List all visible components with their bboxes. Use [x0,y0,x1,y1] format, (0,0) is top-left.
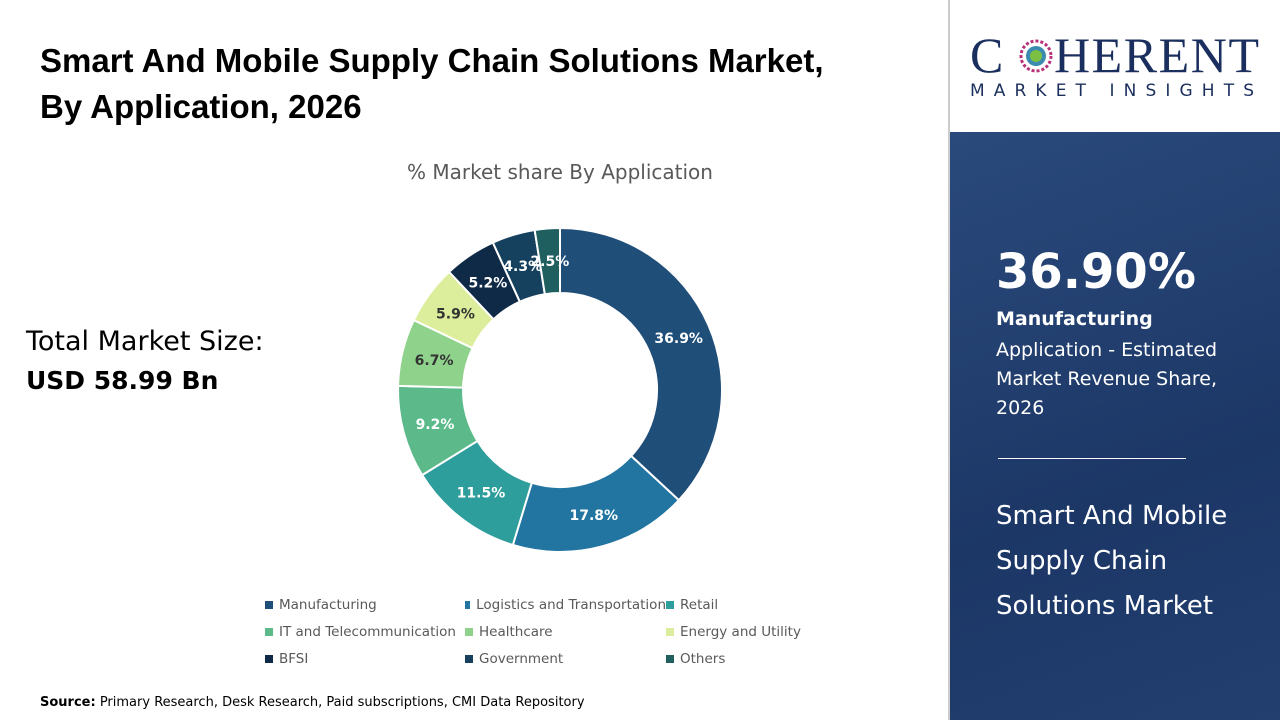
legend-item: Healthcare [465,623,666,640]
total-market-value: USD 58.99 Bn [26,366,219,395]
legend-label: Energy and Utility [680,623,801,640]
legend-label: IT and Telecommunication [279,623,456,640]
legend-swatch [465,654,473,663]
logo: C HERENT MARKET INSIGHTS [950,0,1280,132]
legend-swatch [465,627,473,636]
highlight-segment: Manufacturing [996,308,1153,330]
chart-area: Smart And Mobile Supply Chain Solutions … [26,0,950,720]
legend-label: Government [479,650,564,667]
source-text: Primary Research, Desk Research, Paid su… [95,695,585,710]
highlight-description: Application - Estimated Market Revenue S… [996,339,1218,419]
legend-item: Manufacturing [265,596,465,613]
legend-label: Retail [680,596,719,613]
legend-swatch [465,600,471,609]
highlight-panel: 36.90% Manufacturing Application - Estim… [950,132,1280,720]
legend-swatch [666,600,674,609]
legend-swatch [666,627,674,636]
page-title: Smart And Mobile Supply Chain Solutions … [40,42,824,125]
legend: Manufacturing Logistics and Transportatio… [265,596,816,667]
legend-swatch [265,600,273,609]
legend-item: Energy and Utility [666,623,816,640]
legend-swatch [666,654,674,663]
legend-swatch [265,654,273,663]
svg-text:MARKET INSIGHTS: MARKET INSIGHTS [970,81,1260,101]
legend-item: Retail [666,596,816,613]
legend-swatch [265,627,273,636]
highlight-percent: 36.90% [996,244,1196,300]
data-label: 5.2% [468,275,507,291]
legend-label: BFSI [279,650,309,667]
legend-label: Logistics and Transportation [476,596,666,613]
globe-icon [1019,39,1053,73]
divider [998,458,1186,459]
legend-item: Others [666,650,816,667]
data-label: 6.7% [415,353,454,369]
legend-item: IT and Telecommunication [265,623,465,640]
legend-item: Logistics and Transportation [465,596,666,613]
chart-title: % Market share By Application [407,160,713,184]
source-label: Source: [40,695,96,710]
legend-label: Others [680,650,726,667]
side-panel: C HERENT MARKET INSIGHTS 36.90% Manufact… [950,0,1280,720]
svg-text:C: C [970,27,1003,83]
legend-item: Government [465,650,666,667]
data-label: 17.8% [569,508,618,524]
legend-item: BFSI [265,650,465,667]
data-label: 11.5% [457,486,506,502]
legend-label: Healthcare [479,623,553,640]
donut-chart: 36.9% 17.8% 11.5% 9.2% 6.7% 5.9% 5.2%4.3%2.5% [397,226,723,553]
slice-manufacturing [559,226,723,502]
data-label: 5.9% [436,307,475,323]
data-label: 36.9% [654,331,703,347]
total-market-label: Total Market Size: [26,326,264,357]
data-label: 2.5% [530,254,569,270]
svg-text:HERENT: HERENT [1054,27,1259,83]
legend-label: Manufacturing [279,596,377,613]
data-label: 9.2% [416,417,455,433]
data-label: 4.3% [503,259,542,275]
source-note: Source: Primary Research, Desk Research,… [40,695,585,710]
market-name: Smart And Mobile Supply Chain Solutions … [996,501,1228,621]
slice-others [533,226,561,296]
